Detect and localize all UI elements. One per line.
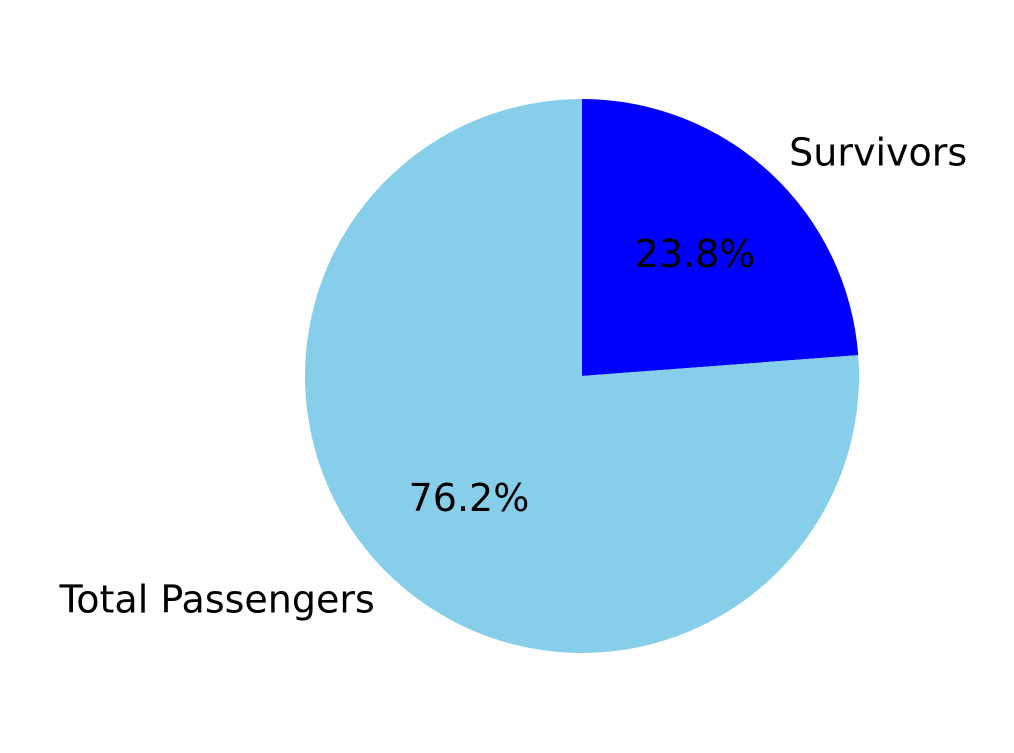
pie-slices (304, 99, 860, 654)
pie-percent-label: 23.8% (635, 232, 756, 276)
pie-slice-total-passengers (304, 99, 860, 654)
pie-percent-label: 76.2% (409, 476, 530, 520)
pie-category-label: Survivors (789, 131, 967, 175)
pie-labels: 23.8% Survivors 76.2% Total Passengers (59, 131, 968, 622)
pie-slice-survivors (582, 99, 859, 376)
pie-category-label: Total Passengers (59, 577, 375, 621)
